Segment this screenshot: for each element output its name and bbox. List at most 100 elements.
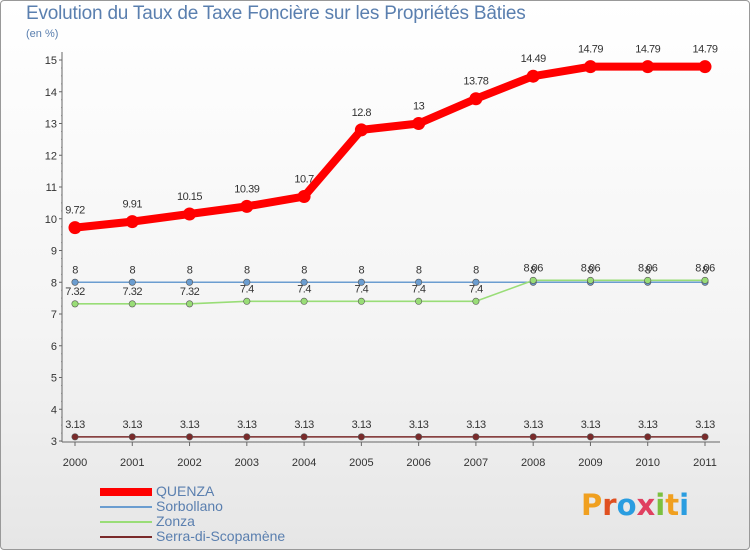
data-label: 8: [530, 264, 536, 276]
y-tick-label: 6: [51, 341, 57, 353]
x-tick-label: 2000: [63, 457, 87, 469]
data-label: 10.15: [177, 191, 202, 203]
series-line-zonza: [75, 279, 705, 305]
legend-label: Zonza: [156, 513, 195, 529]
data-label: 8: [416, 264, 422, 276]
logo-letter: r: [602, 488, 617, 522]
data-label: 14.79: [635, 44, 660, 56]
data-point: [641, 60, 655, 74]
data-point: [586, 276, 594, 284]
data-label: 9.91: [123, 199, 143, 211]
data-point: [243, 278, 251, 286]
data-point: [240, 199, 254, 213]
legend-label: QUENZA: [156, 483, 215, 499]
data-label: 3.13: [695, 419, 715, 431]
y-tick-label: 8: [51, 277, 57, 289]
data-label: 8: [301, 264, 307, 276]
data-label: 8.06: [695, 262, 715, 274]
data-point: [415, 433, 423, 441]
x-tick-label: 2006: [406, 457, 430, 469]
data-point: [186, 278, 194, 286]
data-label: 8: [645, 264, 651, 276]
legend-item: QUENZA: [100, 483, 360, 499]
data-point: [472, 278, 480, 286]
data-label: 7.4: [412, 283, 426, 295]
data-label: 10.39: [234, 183, 259, 195]
data-label: 3.13: [409, 419, 429, 431]
legend-swatch: [100, 536, 152, 538]
data-point: [186, 433, 194, 441]
data-point: [186, 300, 194, 308]
data-label: 8: [187, 264, 193, 276]
data-label: 10.7: [294, 174, 314, 186]
data-label: 8: [72, 264, 78, 276]
data-point: [472, 297, 480, 305]
logo-letter: i: [655, 488, 666, 522]
data-label: 7.4: [354, 283, 368, 295]
x-tick-label: 2003: [235, 457, 259, 469]
logo-letter: i: [679, 488, 690, 522]
x-tick-label: 2009: [578, 457, 602, 469]
data-point: [297, 190, 311, 204]
data-label: 8: [473, 264, 479, 276]
y-tick-label: 13: [45, 119, 57, 131]
data-label: 8.06: [523, 262, 543, 274]
data-label: 13: [413, 101, 425, 113]
data-point: [529, 276, 537, 284]
y-tick-label: 11: [46, 182, 57, 194]
data-point: [243, 433, 251, 441]
unit-label: (en %): [26, 28, 59, 40]
data-point: [701, 276, 709, 284]
data-label: 7.32: [180, 286, 200, 298]
data-label: 7.32: [65, 286, 85, 298]
data-label: 8: [129, 264, 135, 276]
legend-item: Serra-di-Scopamène: [100, 528, 360, 544]
series-line-quenza: [74, 62, 705, 232]
data-label: 7.4: [297, 283, 311, 295]
logo-letter: o: [616, 488, 637, 522]
x-tick-label: 2005: [349, 457, 373, 469]
chart-title: Evolution du Taux de Taxe Foncière sur l…: [26, 3, 526, 24]
data-point: [415, 297, 423, 305]
data-point: [698, 60, 712, 74]
y-tick-label: 3: [51, 436, 57, 448]
legend-item: Zonza: [100, 513, 360, 529]
logo-letter: P: [581, 488, 603, 522]
x-tick-label: 2002: [177, 457, 201, 469]
y-tick-label: 4: [51, 404, 57, 416]
data-point: [415, 278, 423, 286]
data-label: 14.79: [578, 44, 603, 56]
x-tick-label: 2008: [521, 457, 545, 469]
data-label: 8.06: [581, 262, 601, 274]
data-point: [354, 123, 368, 137]
y-tick-label: 12: [45, 150, 57, 162]
y-tick-label: 9: [51, 246, 57, 258]
data-point: [357, 297, 365, 305]
x-tick-label: 2004: [292, 457, 316, 469]
legend-swatch: [100, 521, 152, 523]
data-label: 3.13: [466, 419, 486, 431]
legend-label: Serra-di-Scopamène: [156, 528, 286, 544]
logo-letter: x: [636, 488, 656, 522]
data-point: [529, 433, 537, 441]
data-label: 7.32: [123, 286, 143, 298]
data-point: [357, 278, 365, 286]
data-point: [412, 117, 426, 130]
data-point: [644, 433, 652, 441]
data-label: 12.8: [352, 107, 372, 119]
data-point: [68, 221, 82, 235]
x-tick-label: 2001: [120, 457, 144, 469]
data-point: [644, 276, 652, 284]
data-point: [472, 433, 480, 441]
data-point: [583, 60, 597, 74]
data-point: [71, 433, 79, 441]
data-label: 3.13: [294, 419, 314, 431]
data-label: 8: [359, 264, 365, 276]
y-tick-label: 5: [51, 373, 57, 385]
data-point: [300, 297, 308, 305]
logo-letter: t: [665, 488, 680, 522]
legend-swatch: [100, 488, 152, 496]
data-label: 14.49: [521, 53, 546, 65]
